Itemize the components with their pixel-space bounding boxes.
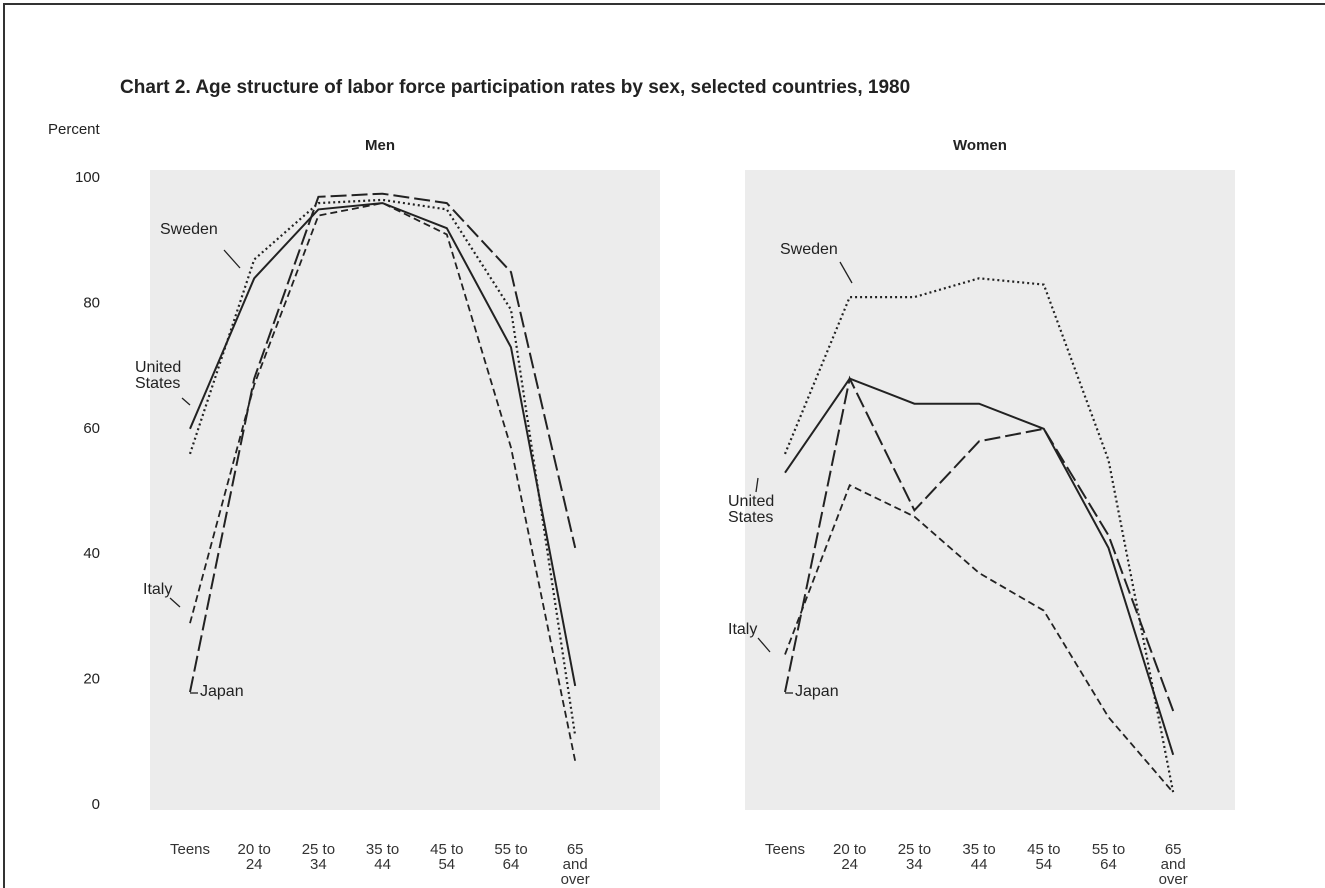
x-tick-label: 65 and over xyxy=(1158,841,1188,888)
chart-title: Chart 2. Age structure of labor force pa… xyxy=(120,77,910,98)
series-label: Japan xyxy=(200,683,244,700)
x-tick-label: 45 to 54 xyxy=(430,841,464,873)
series-label: Italy xyxy=(728,621,758,638)
x-tick-label: Teens xyxy=(169,841,211,858)
series-label: United States xyxy=(135,359,182,392)
series-label: United States xyxy=(728,493,775,526)
series-label: Japan xyxy=(795,683,839,700)
y-tick-label: 100 xyxy=(75,169,100,186)
y-tick-label: 60 xyxy=(83,420,100,437)
series-label: Sweden xyxy=(160,221,218,238)
series-label: Sweden xyxy=(780,241,838,258)
x-tick-label: 25 to 34 xyxy=(897,841,932,873)
series-label: Italy xyxy=(143,581,173,598)
leader-line xyxy=(223,249,241,269)
leader-line xyxy=(181,397,191,406)
y-tick-label: 0 xyxy=(92,796,100,813)
x-tick-label: 20 to 24 xyxy=(833,841,867,873)
leader-line xyxy=(755,477,759,493)
x-tick-label: Teens xyxy=(764,841,806,858)
x-tick-label: 35 to 44 xyxy=(962,841,996,873)
panel-title: Men xyxy=(365,137,395,154)
x-tick-label: 55 to 64 xyxy=(494,841,528,873)
y-tick-label: 40 xyxy=(83,545,100,562)
x-tick-label: 25 to 34 xyxy=(301,841,336,873)
series-line xyxy=(784,483,1174,794)
series-line xyxy=(189,192,577,693)
x-tick-label: 20 to 24 xyxy=(237,841,271,873)
y-tick-label: 20 xyxy=(83,671,100,688)
panel-title: Women xyxy=(953,137,1007,154)
leader-line xyxy=(757,637,771,653)
x-tick-label: 55 to 64 xyxy=(1091,841,1126,873)
series-line xyxy=(189,202,577,762)
series-line xyxy=(783,277,1175,793)
x-tick-label: 45 to 54 xyxy=(1027,841,1061,873)
leader-line xyxy=(169,597,181,608)
series-line xyxy=(784,375,1175,712)
plot-shade xyxy=(150,170,660,810)
y-axis-label: Percent xyxy=(48,121,101,138)
series-line xyxy=(189,202,577,687)
x-tick-label: 35 to 44 xyxy=(365,841,400,873)
leader-line xyxy=(839,261,853,284)
frame xyxy=(3,3,1325,888)
y-tick-label: 80 xyxy=(83,294,100,311)
x-tick-label: 65 and over xyxy=(560,841,590,888)
plot-shade xyxy=(745,170,1235,810)
